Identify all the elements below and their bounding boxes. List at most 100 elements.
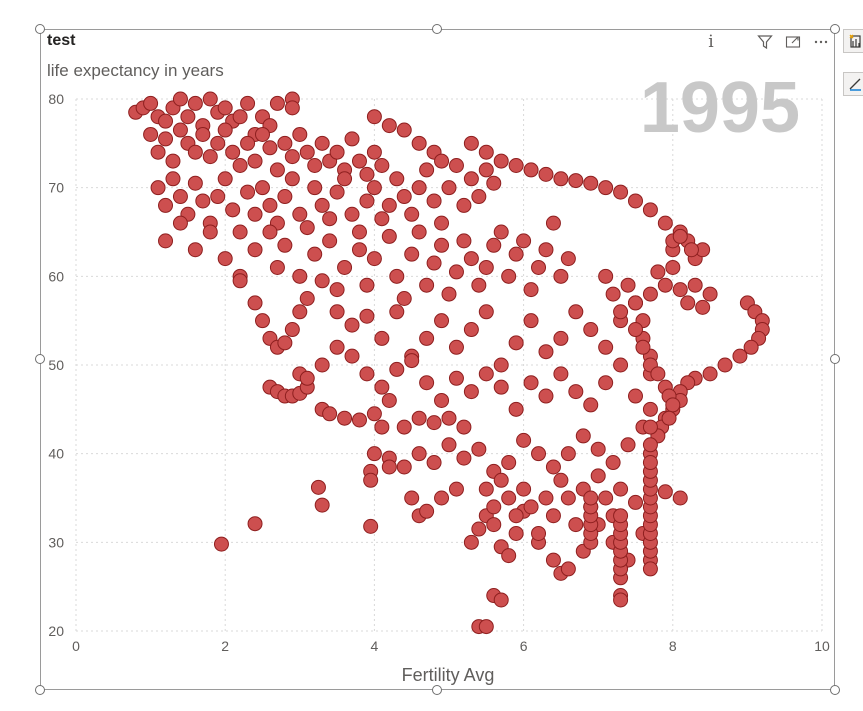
scatter-point[interactable] xyxy=(389,304,405,320)
scatter-point[interactable] xyxy=(545,508,561,524)
scatter-point[interactable] xyxy=(419,162,435,178)
scatter-point[interactable] xyxy=(434,153,450,169)
scatter-point[interactable] xyxy=(269,259,285,275)
scatter-point[interactable] xyxy=(553,366,569,382)
scatter-point[interactable] xyxy=(255,126,270,142)
scatter-point[interactable] xyxy=(471,277,487,293)
scatter-point[interactable] xyxy=(404,490,420,506)
scatter-point[interactable] xyxy=(187,95,203,111)
scatter-point[interactable] xyxy=(158,113,174,129)
scatter-point[interactable] xyxy=(456,233,472,249)
scatter-point[interactable] xyxy=(396,122,412,138)
scatter-point[interactable] xyxy=(255,313,270,329)
scatter-point[interactable] xyxy=(337,259,353,275)
scatter-point[interactable] xyxy=(329,144,345,160)
scatter-point[interactable] xyxy=(545,459,561,475)
scatter-point[interactable] xyxy=(441,437,457,453)
scatter-point[interactable] xyxy=(486,499,502,515)
scatter-point[interactable] xyxy=(553,330,569,346)
scatter-point[interactable] xyxy=(426,415,442,431)
scatter-point[interactable] xyxy=(158,233,174,249)
scatter-point[interactable] xyxy=(143,126,159,142)
scatter-point[interactable] xyxy=(642,419,658,435)
scatter-point[interactable] xyxy=(389,268,405,284)
scatter-point[interactable] xyxy=(411,180,427,196)
scatter-point[interactable] xyxy=(404,206,420,222)
scatter-point[interactable] xyxy=(702,366,718,382)
scatter-point[interactable] xyxy=(463,171,479,187)
scatter-point[interactable] xyxy=(299,370,315,386)
scatter-point[interactable] xyxy=(717,357,733,373)
scatter-point[interactable] xyxy=(448,481,464,497)
scatter-point[interactable] xyxy=(463,251,479,267)
scatter-point[interactable] xyxy=(396,419,412,435)
scatter-point[interactable] xyxy=(538,166,554,182)
scatter-point[interactable] xyxy=(374,158,390,173)
scatter-point[interactable] xyxy=(434,237,450,253)
scatter-point[interactable] xyxy=(314,357,330,373)
scatter-point[interactable] xyxy=(538,388,554,404)
scatter-point[interactable] xyxy=(172,91,188,107)
scatter-point[interactable] xyxy=(322,406,338,422)
scatter-point[interactable] xyxy=(277,135,293,151)
scatter-point[interactable] xyxy=(628,388,643,404)
scatter-point[interactable] xyxy=(284,171,300,187)
analytics-icon[interactable] xyxy=(843,72,863,96)
scatter-point[interactable] xyxy=(359,366,375,382)
scatter-point[interactable] xyxy=(560,561,576,577)
scatter-point[interactable] xyxy=(650,264,666,280)
scatter-point[interactable] xyxy=(277,189,293,205)
scatter-point[interactable] xyxy=(389,361,405,377)
scatter-point[interactable] xyxy=(366,251,382,267)
scatter-point[interactable] xyxy=(523,282,539,298)
scatter-point[interactable] xyxy=(411,224,427,240)
scatter-point[interactable] xyxy=(225,144,241,160)
scatter-point[interactable] xyxy=(344,206,360,222)
scatter-point[interactable] xyxy=(463,534,479,550)
scatter-point[interactable] xyxy=(463,384,479,400)
scatter-point[interactable] xyxy=(493,153,509,169)
scatter-point[interactable] xyxy=(374,330,390,346)
scatter-point[interactable] xyxy=(613,304,629,320)
scatter-point[interactable] xyxy=(143,95,159,111)
scatter-point[interactable] xyxy=(635,339,651,355)
scatter-point[interactable] xyxy=(269,95,285,111)
scatter-point[interactable] xyxy=(363,472,379,488)
info-icon[interactable]: i xyxy=(708,32,714,52)
scatter-point[interactable] xyxy=(217,171,233,187)
scatter-point[interactable] xyxy=(516,432,532,448)
scatter-point[interactable] xyxy=(277,335,293,351)
scatter-point[interactable] xyxy=(195,126,211,142)
scatter-point[interactable] xyxy=(322,233,338,249)
scatter-point[interactable] xyxy=(471,521,487,537)
scatter-point[interactable] xyxy=(299,291,315,306)
scatter-point[interactable] xyxy=(426,455,442,471)
scatter-point[interactable] xyxy=(583,397,599,413)
scatter-point[interactable] xyxy=(531,259,547,275)
scatter-point[interactable] xyxy=(463,135,479,151)
scatter-point[interactable] xyxy=(642,202,658,218)
scatter-point[interactable] xyxy=(493,357,509,373)
scatter-point[interactable] xyxy=(381,392,397,408)
scatter-point[interactable] xyxy=(255,180,270,196)
resize-handle-top-right[interactable] xyxy=(830,24,840,34)
scatter-point[interactable] xyxy=(366,180,382,196)
scatter-point[interactable] xyxy=(672,490,688,506)
more-options-icon[interactable] xyxy=(812,33,830,51)
scatter-point[interactable] xyxy=(351,153,367,169)
scatter-point[interactable] xyxy=(411,410,427,426)
scatter-point[interactable] xyxy=(419,375,435,391)
scatter-point[interactable] xyxy=(172,122,188,138)
scatter-point[interactable] xyxy=(337,171,353,187)
scatter-point[interactable] xyxy=(389,171,405,187)
scatter-point[interactable] xyxy=(366,406,382,422)
scatter-point[interactable] xyxy=(247,206,263,222)
scatter-point[interactable] xyxy=(277,237,293,253)
scatter-point[interactable] xyxy=(583,490,599,506)
scatter-point[interactable] xyxy=(531,446,547,462)
scatter-point[interactable] xyxy=(210,135,226,151)
scatter-point[interactable] xyxy=(620,277,636,293)
scatter-point[interactable] xyxy=(329,339,345,355)
scatter-point[interactable] xyxy=(217,122,233,138)
scatter-point[interactable] xyxy=(292,206,308,222)
